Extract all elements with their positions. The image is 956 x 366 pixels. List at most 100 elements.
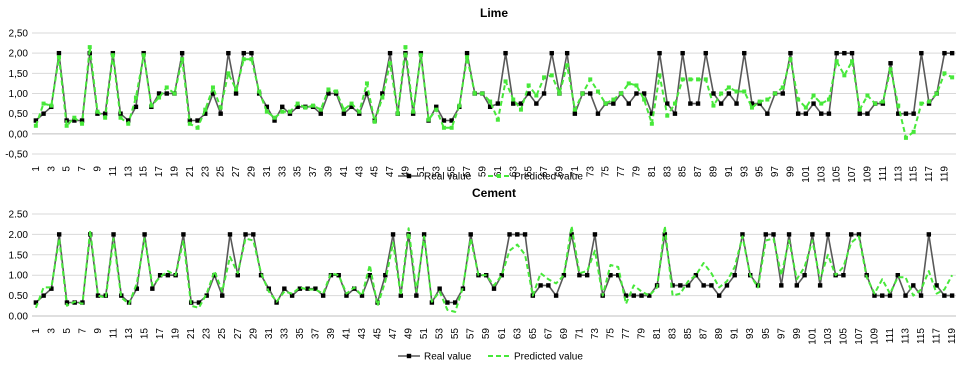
- real-value-point: [133, 104, 139, 110]
- predicted-value-point: [865, 93, 870, 98]
- predicted-value-point: [341, 107, 346, 112]
- real-value-point: [780, 91, 785, 96]
- predicted-value-point: [295, 101, 300, 106]
- predicted-value-point: [665, 113, 670, 118]
- x-tick-label: 95: [755, 166, 766, 178]
- x-tick-label: 107: [847, 166, 858, 183]
- x-tick-label: 43: [357, 328, 368, 340]
- real-value-point: [102, 111, 108, 116]
- real-value-point: [802, 273, 807, 278]
- real-value-point: [942, 293, 947, 298]
- x-tick-label: 35: [295, 328, 306, 340]
- y-tick-label: 2,50: [9, 29, 29, 40]
- real-value-point: [289, 293, 295, 298]
- legend-real-value-marker: [406, 173, 412, 179]
- legend-real-value-label: Real value: [424, 172, 472, 183]
- x-tick-label: 53: [431, 166, 442, 178]
- y-tick-label: 0,00: [9, 129, 29, 140]
- real-value-point: [282, 286, 287, 291]
- x-tick-label: 25: [216, 166, 227, 178]
- y-tick-label: 1,50: [9, 69, 29, 80]
- real-value-point: [141, 50, 146, 56]
- predicted-value-point: [518, 107, 523, 112]
- real-value-point: [841, 273, 846, 278]
- real-value-point: [196, 300, 202, 305]
- x-tick-label: 117: [924, 166, 935, 182]
- real-value-point: [41, 111, 46, 116]
- predicted-value-point: [511, 97, 516, 102]
- real-value-point: [280, 104, 285, 110]
- real-value-point: [164, 91, 169, 96]
- real-value-point: [150, 286, 155, 291]
- x-tick-label: 69: [559, 328, 570, 340]
- predicted-value-point: [819, 101, 824, 106]
- real-value-point: [181, 232, 186, 237]
- x-tick-label: 23: [202, 328, 213, 340]
- chart-title: Cement: [472, 186, 516, 200]
- x-tick-label: 1: [31, 166, 42, 172]
- real-value-point: [210, 91, 216, 96]
- x-tick-label: 93: [745, 328, 756, 340]
- real-value-point: [318, 111, 323, 116]
- predicted-value-point: [326, 87, 331, 92]
- predicted-value-point: [626, 81, 631, 86]
- real-value-point: [678, 283, 683, 288]
- real-value-point: [896, 111, 901, 116]
- legend-predicted-value-marker: [497, 174, 501, 178]
- predicted-value-point: [33, 123, 38, 128]
- predicted-value-point: [773, 91, 778, 96]
- x-tick-label: 75: [601, 166, 612, 178]
- x-tick-label: 37: [308, 166, 319, 178]
- predicted-value-point: [234, 87, 239, 92]
- real-value-point: [95, 293, 101, 298]
- x-tick-label: 73: [585, 166, 596, 178]
- real-value-point: [794, 283, 800, 288]
- real-value-point: [541, 91, 547, 96]
- real-value-point: [709, 283, 714, 288]
- real-value-point: [788, 50, 793, 56]
- real-value-point: [251, 232, 256, 237]
- x-tick-label: 109: [869, 328, 880, 345]
- predicted-value-point: [133, 95, 138, 100]
- real-value-point: [126, 118, 131, 123]
- x-tick-label: 73: [590, 328, 601, 340]
- predicted-value-point: [388, 61, 393, 66]
- predicted-value-point: [172, 91, 177, 96]
- real-value-point: [732, 273, 737, 278]
- x-tick-label: 63: [508, 166, 519, 178]
- predicted-value-point: [711, 103, 716, 108]
- x-tick-label: 31: [262, 166, 273, 178]
- real-value-point: [503, 50, 508, 56]
- real-value-point: [380, 91, 385, 96]
- real-value-point: [670, 283, 675, 288]
- predicted-value-point: [149, 103, 154, 108]
- real-value-point: [826, 111, 832, 116]
- predicted-value-point: [357, 109, 362, 114]
- real-value-point: [848, 232, 854, 237]
- predicted-value-point: [719, 91, 724, 96]
- x-tick-label: 19: [171, 328, 182, 340]
- predicted-value-point: [873, 101, 878, 106]
- predicted-value-point: [950, 75, 955, 80]
- real-value-point: [220, 293, 225, 298]
- x-tick-label: 113: [893, 166, 904, 182]
- real-value-point: [49, 286, 54, 291]
- predicted-value-point: [557, 91, 562, 96]
- real-value-point: [757, 101, 762, 106]
- predicted-value-point: [526, 83, 531, 88]
- x-tick-label: 45: [370, 166, 381, 178]
- real-value-point: [515, 232, 520, 237]
- real-value-point: [561, 273, 567, 278]
- real-value-point: [64, 300, 70, 305]
- predicted-value-point: [811, 93, 816, 98]
- x-tick-label: 27: [233, 328, 244, 340]
- x-tick-label: 35: [293, 166, 304, 178]
- real-value-point: [592, 232, 598, 237]
- predicted-value-point: [395, 111, 400, 116]
- real-value-point: [880, 293, 885, 298]
- real-value-point: [626, 101, 631, 106]
- x-tick-label: 7: [77, 166, 88, 172]
- x-tick-label: 111: [885, 328, 896, 344]
- x-tick-label: 107: [854, 328, 865, 345]
